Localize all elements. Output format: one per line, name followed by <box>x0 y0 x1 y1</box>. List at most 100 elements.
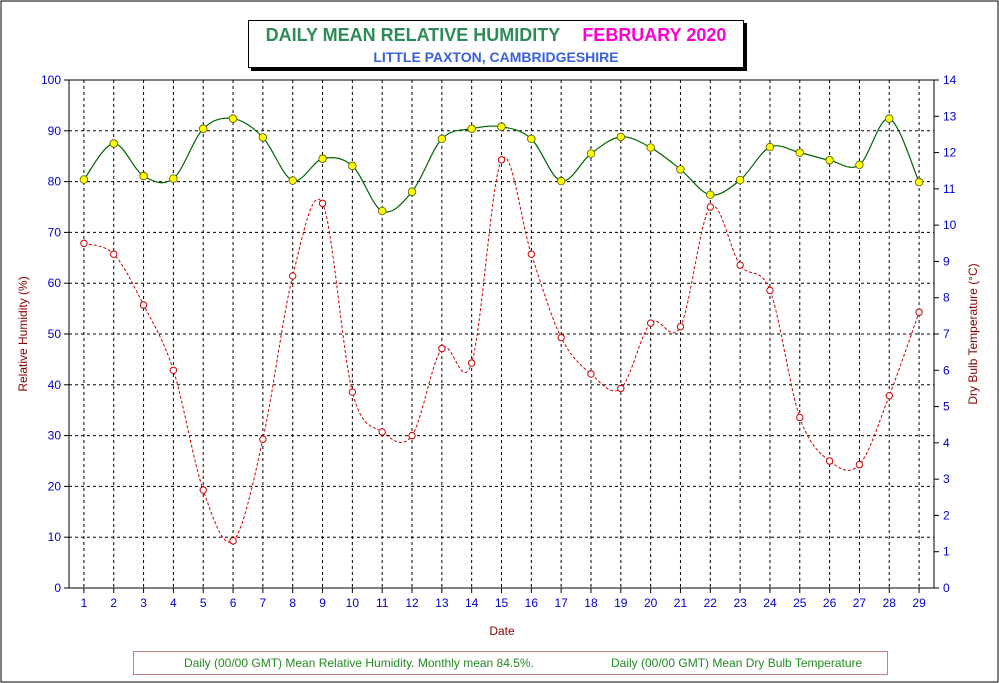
left-tick-label: 20 <box>48 479 62 493</box>
left-tick-label: 40 <box>48 378 62 392</box>
x-tick-label: 4 <box>170 596 177 610</box>
legend-temperature-label: Daily (00/00 GMT) Mean Dry Bulb Temperat… <box>611 656 863 670</box>
temperature-point <box>199 486 207 494</box>
right-tick-label: 0 <box>943 581 950 595</box>
humidity-series <box>79 114 924 216</box>
humidity-point <box>437 134 447 144</box>
x-tick-label: 11 <box>376 596 389 610</box>
right-tick-label: 9 <box>943 254 950 268</box>
temperature-point <box>825 457 834 465</box>
legend: Daily (00/00 GMT) Mean Relative Humidity… <box>133 651 888 675</box>
left-tick-label: 70 <box>48 225 62 239</box>
x-tick-label: 25 <box>793 596 807 610</box>
humidity-point <box>706 190 715 200</box>
temperature-point <box>766 286 774 295</box>
right-tick-label: 12 <box>943 146 957 160</box>
x-tick-label: 19 <box>614 596 628 610</box>
humidity-point <box>825 156 834 165</box>
x-tick-label: 8 <box>289 596 296 610</box>
left-tick-label: 50 <box>48 327 62 341</box>
x-tick-label: 21 <box>674 596 688 610</box>
x-tick-label: 17 <box>554 596 568 610</box>
x-tick-label: 23 <box>733 596 747 610</box>
humidity-point <box>348 161 357 171</box>
left-tick-label: 100 <box>41 73 61 87</box>
temperature-point <box>80 239 88 247</box>
left-tick-label: 90 <box>48 124 62 138</box>
x-tick-label: 5 <box>200 596 207 610</box>
left-axis-ticks: 0 10 20 30 40 50 60 70 80 90 100 <box>41 73 69 595</box>
x-tick-label: 16 <box>525 596 539 610</box>
x-tick-label: 10 <box>346 596 360 610</box>
right-tick-label: 14 <box>943 73 957 87</box>
humidity-point <box>228 114 238 123</box>
humidity-point <box>586 149 596 158</box>
left-tick-label: 10 <box>48 530 62 544</box>
x-tick-label: 15 <box>495 596 509 610</box>
temperature-point <box>318 199 327 208</box>
temperature-point <box>855 460 864 469</box>
x-tick-label: 27 <box>853 596 867 610</box>
grid <box>69 80 934 588</box>
humidity-point <box>676 165 685 174</box>
left-tick-label: 80 <box>48 175 62 189</box>
humidity-point <box>527 134 536 144</box>
x-axis-label: Date <box>489 624 515 638</box>
x-tick-label: 12 <box>405 596 419 610</box>
humidity-point <box>885 114 894 123</box>
x-tick-label: 26 <box>823 596 837 610</box>
humidity-point <box>914 177 924 187</box>
right-tick-label: 2 <box>943 508 950 522</box>
temperature-point <box>348 388 357 396</box>
left-axis-label: Relative Humidity (%) <box>16 276 30 391</box>
right-tick-label: 13 <box>943 109 957 123</box>
right-tick-label: 10 <box>943 218 957 232</box>
right-tick-label: 5 <box>943 400 950 414</box>
x-axis-ticks: 1 2 3 4 5 6 7 8 9 10 11 12 13 14 15 16 17 18 19 20 21 22 23 24 2… <box>81 588 926 610</box>
x-tick-label: 20 <box>644 596 658 610</box>
x-tick-label: 7 <box>260 596 267 610</box>
humidity-point <box>765 142 775 152</box>
temperature-point <box>885 391 893 400</box>
humidity-point <box>556 176 566 186</box>
x-tick-label: 3 <box>140 596 147 610</box>
x-tick-label: 1 <box>81 596 88 610</box>
temperature-point <box>915 308 923 316</box>
left-tick-label: 0 <box>54 581 61 595</box>
x-tick-label: 9 <box>319 596 326 610</box>
humidity-point <box>795 148 804 157</box>
title-month: FEBRUARY 2020 <box>582 25 727 45</box>
temperature-point <box>676 323 685 331</box>
chart-title: DAILY MEAN RELATIVE HUMIDITY FEBRUARY 202… <box>253 25 739 46</box>
right-axis-label: Dry Bulb Temperature (°C) <box>966 263 980 404</box>
left-tick-label: 60 <box>48 276 62 290</box>
humidity-point <box>79 175 89 184</box>
title-main: DAILY MEAN RELATIVE HUMIDITY <box>265 25 561 45</box>
temperature-point <box>646 319 655 327</box>
humidity-point <box>109 139 118 148</box>
right-tick-label: 7 <box>943 327 950 341</box>
temperature-point <box>289 272 297 280</box>
temperature-point <box>796 413 804 422</box>
right-tick-label: 1 <box>943 545 950 559</box>
left-tick-label: 30 <box>48 429 62 443</box>
humidity-point <box>407 187 417 196</box>
temperature-point <box>497 156 506 164</box>
temperature-point <box>467 359 476 367</box>
temperature-point <box>139 301 148 309</box>
temperature-point <box>617 384 625 393</box>
title-box: DAILY MEAN RELATIVE HUMIDITY FEBRUARY 202… <box>248 20 744 68</box>
x-tick-label: 24 <box>763 596 777 610</box>
temperature-point <box>259 435 267 443</box>
x-tick-label: 28 <box>883 596 897 610</box>
x-tick-label: 14 <box>465 596 479 610</box>
temperature-point <box>527 250 536 258</box>
temperature-point <box>378 428 386 436</box>
temperature-point <box>706 203 714 211</box>
humidity-point <box>199 124 208 133</box>
humidity-point <box>735 175 745 185</box>
humidity-point <box>169 174 178 183</box>
